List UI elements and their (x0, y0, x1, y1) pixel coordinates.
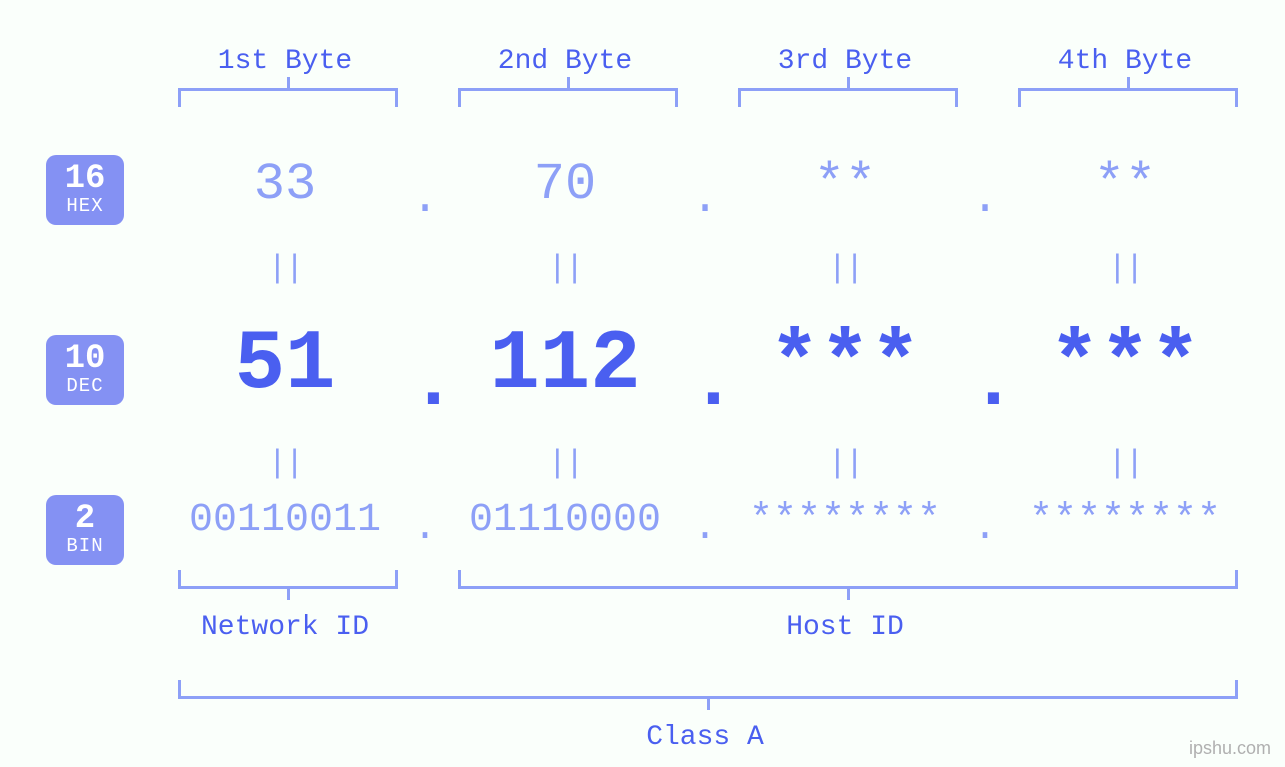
hex-byte-2: 70 (440, 155, 690, 214)
hex-row: 33 . 70 . ** . ** (160, 155, 1250, 214)
dot: . (690, 340, 720, 428)
byte-header-1-label: 1st Byte (178, 46, 392, 77)
badge-hex: 16 HEX (46, 155, 124, 225)
dec-byte-4: *** (1000, 318, 1250, 413)
class-bracket (178, 680, 1238, 699)
bin-row: 00110011 . 01110000 . ******** . *******… (160, 498, 1250, 543)
dec-byte-2: 112 (440, 318, 690, 413)
watermark: ipshu.com (1189, 738, 1271, 759)
class-label: Class A (178, 722, 1232, 753)
dot: . (410, 340, 440, 428)
byte-header-1-bracket (178, 88, 398, 107)
byte-header-3-bracket (738, 88, 958, 107)
dot: . (690, 506, 720, 551)
dot: . (970, 173, 1000, 225)
bin-byte-4: ******** (1000, 498, 1250, 543)
badge-dec-lbl: DEC (46, 376, 124, 397)
badge-dec: 10 DEC (46, 335, 124, 405)
host-id-label: Host ID (458, 612, 1232, 643)
byte-header-4-bracket (1018, 88, 1238, 107)
hex-byte-4: ** (1000, 155, 1250, 214)
badge-hex-num: 16 (46, 161, 124, 198)
hex-byte-3: ** (720, 155, 970, 214)
byte-header-2-label: 2nd Byte (458, 46, 672, 77)
byte-header-2-bracket (458, 88, 678, 107)
badge-bin-lbl: BIN (46, 536, 124, 557)
eq-row-2: || || || || (160, 445, 1250, 482)
eq-row-1: || || || || (160, 250, 1250, 287)
badge-hex-lbl: HEX (46, 196, 124, 217)
bin-byte-1: 00110011 (160, 498, 410, 543)
host-id-bracket (458, 570, 1238, 589)
bin-byte-2: 01110000 (440, 498, 690, 543)
ip-diagram: 1st Byte 2nd Byte 3rd Byte 4th Byte 16 H… (0, 0, 1285, 767)
badge-dec-num: 10 (46, 341, 124, 378)
dot: . (410, 173, 440, 225)
dec-byte-1: 51 (160, 318, 410, 413)
dec-row: 51 . 112 . *** . *** (160, 318, 1250, 413)
network-id-label: Network ID (178, 612, 392, 643)
badge-bin-num: 2 (46, 501, 124, 538)
dot: . (970, 340, 1000, 428)
bin-byte-3: ******** (720, 498, 970, 543)
byte-header-4-label: 4th Byte (1018, 46, 1232, 77)
network-id-bracket (178, 570, 398, 589)
dot: . (690, 173, 720, 225)
badge-bin: 2 BIN (46, 495, 124, 565)
dot: . (970, 506, 1000, 551)
hex-byte-1: 33 (160, 155, 410, 214)
byte-header-3-label: 3rd Byte (738, 46, 952, 77)
dot: . (410, 506, 440, 551)
dec-byte-3: *** (720, 318, 970, 413)
